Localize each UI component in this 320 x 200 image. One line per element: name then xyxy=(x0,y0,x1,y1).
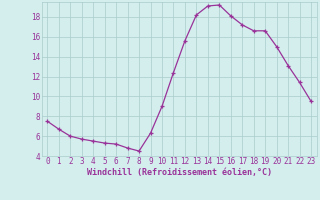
X-axis label: Windchill (Refroidissement éolien,°C): Windchill (Refroidissement éolien,°C) xyxy=(87,168,272,177)
